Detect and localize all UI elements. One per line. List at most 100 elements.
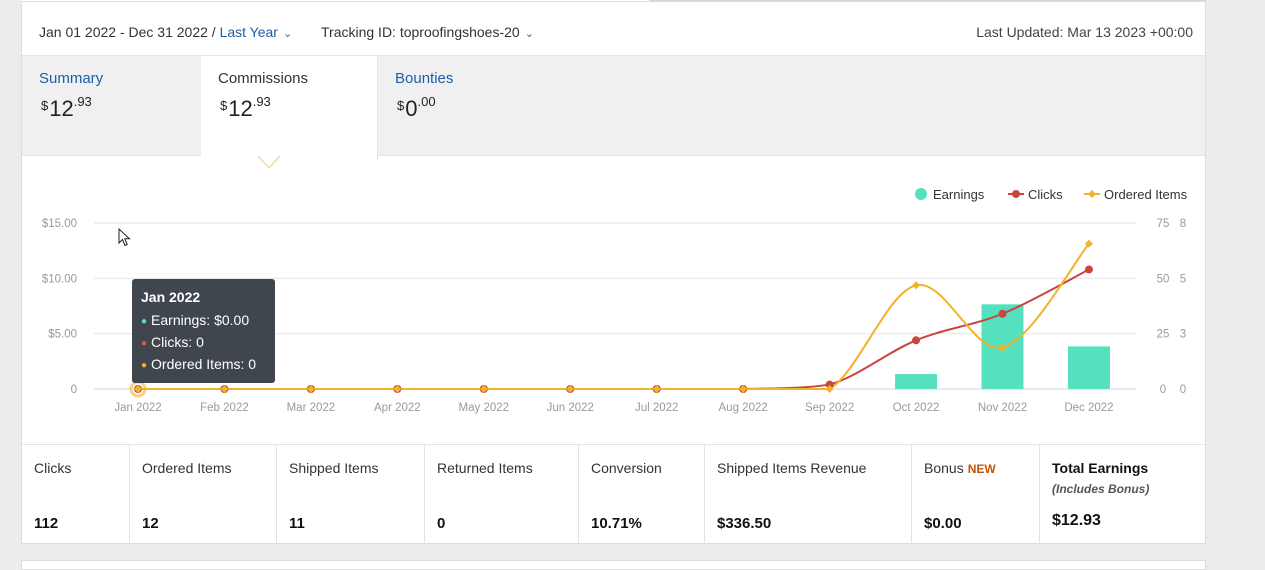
tab-commissions[interactable]: Commissions $12.93 [201,56,378,160]
tab-summary-label[interactable]: Summary [39,70,104,87]
stat-shipped-revenue: Shipped Items Revenue $336.50 [705,445,912,545]
stat-label: Total Earnings (Includes Bonus) [1052,460,1150,496]
stat-label: Clicks [34,460,72,476]
stat-sublabel: (Includes Bonus) [1052,482,1150,496]
tab-summary-amount: $12.93 [41,94,92,121]
y-right1-tick-label: 0 [1160,384,1166,396]
x-tick-label: Apr 2022 [374,402,421,414]
ordered-items-point [825,385,834,393]
stat-conversion: Conversion 10.71% [579,445,705,545]
tab-commissions-amount: $12.93 [220,94,271,121]
ordered-items-point [220,385,229,393]
stat-label: Shipped Items [289,460,379,476]
x-tick-label: Nov 2022 [978,402,1027,414]
stats-row: Clicks 112 Ordered Items 12 Shipped Item… [22,444,1205,545]
clicks-point [912,336,921,345]
stat-clicks: Clicks 112 [22,445,130,545]
date-preset-link[interactable]: Last Year [219,24,278,40]
ordered-items-point [1084,239,1093,248]
stat-label: Bonus NEW [924,460,996,476]
x-tick-label: Aug 2022 [719,402,768,414]
legend-label: Ordered Items [1104,187,1188,202]
ordered-items-point [739,385,748,393]
mouse-cursor-icon [118,228,131,247]
stat-value: 10.71% [591,515,642,532]
tracking-id-selector[interactable]: Tracking ID: toproofingshoes-20 ⌄ [321,24,534,40]
tracking-id-label: Tracking ID: [321,24,396,40]
tab-bounties-amount: $0.00 [397,94,436,121]
header-edge-divider [649,0,1206,1]
x-tick-label: Feb 2022 [200,402,249,414]
tab-commissions-label[interactable]: Commissions [218,70,309,87]
clicks-point [1084,265,1093,274]
tooltip-ordered-items: ● Ordered Items: 0 [141,356,257,372]
ordered-items-point [998,343,1007,352]
y-left-tick-label: $5.00 [48,329,77,341]
x-tick-label: Jul 2022 [635,402,678,414]
x-tick-label: Dec 2022 [1064,402,1113,414]
stat-ordered-items: Ordered Items 12 [130,445,277,545]
y-right2-tick-label: 3 [1180,329,1186,341]
stat-label: Conversion [591,460,662,476]
legend-swatch [915,188,927,200]
y-left-tick-label: $15.00 [42,218,77,230]
chevron-down-icon[interactable]: ⌄ [282,28,293,40]
legend-item: Earnings [915,187,985,202]
next-section-card [21,560,1206,570]
legend-item: Clicks [1008,187,1063,202]
stat-total-earnings: Total Earnings (Includes Bonus) $12.93 [1040,445,1205,545]
stat-value: 112 [34,515,59,532]
stat-shipped-items: Shipped Items 11 [277,445,425,545]
summary-tabs: Summary $12.93 Commissions $12.93 Bounti… [22,55,1205,160]
stat-value: $12.93 [1052,512,1101,529]
clicks-series-line [138,268,1090,391]
ordered-items-point [912,281,921,290]
tab-summary[interactable]: Summary $12.93 [22,56,201,155]
stat-label: Shipped Items Revenue [717,460,867,476]
stat-value: 0 [437,515,446,532]
earnings-bar [895,374,938,389]
x-tick-label: Oct 2022 [893,402,940,414]
tooltip-title: Jan 2022 [141,289,201,305]
x-tick-label: Jun 2022 [547,402,594,414]
ordered-items-point [306,385,315,393]
stat-bonus: Bonus NEW $0.00 [912,445,1040,545]
ordered-items-point [393,385,402,393]
x-tick-label: May 2022 [459,402,510,414]
stat-returned-items: Returned Items 0 [425,445,579,545]
date-range-selector[interactable]: Jan 01 2022 - Dec 31 2022 / Last Year ⌄ [39,24,292,40]
filter-row: Jan 01 2022 - Dec 31 2022 / Last Year ⌄ T… [22,2,1205,56]
chart-tooltip: Jan 2022 ● Earnings: $0.00 ● Clicks: 0 ● Or… [132,279,275,383]
y-right2-tick-label: 5 [1180,273,1186,285]
ordered-items-point [134,385,142,393]
x-tick-label: Jan 2022 [114,402,161,414]
active-tab-pointer-fill [259,156,279,167]
last-updated-text: Last Updated: Mar 13 2023 +00:00 [976,24,1193,40]
y-right1-tick-label: 50 [1157,273,1170,285]
tooltip-earnings: ● Earnings: $0.00 [141,312,250,328]
earnings-report-card: Jan 01 2022 - Dec 31 2022 / Last Year ⌄ T… [21,1,1206,545]
tab-bounties[interactable]: Bounties $0.00 [378,56,558,155]
y-left-tick-label: 0 [71,384,77,396]
x-tick-label: Mar 2022 [287,402,336,414]
y-right1-tick-label: 75 [1157,218,1170,230]
stat-value: $336.50 [717,515,772,532]
y-right2-tick-label: 0 [1180,384,1186,396]
tracking-id-value[interactable]: toproofingshoes-20 [399,24,520,40]
date-range-text: Jan 01 2022 - Dec 31 2022 / [39,24,216,40]
tab-bounties-label[interactable]: Bounties [395,70,454,87]
tooltip-clicks: ● Clicks: 0 [141,334,204,350]
clicks-point [825,380,834,389]
y-left-tick-label: $10.00 [42,273,77,285]
legend-swatch [1012,190,1020,198]
legend-label: Earnings [933,187,985,202]
stat-value: $0.00 [924,515,962,532]
ordered-items-point [652,385,661,393]
stat-value: 11 [289,515,305,532]
y-right2-tick-label: 8 [1180,218,1186,230]
y-right1-tick-label: 25 [1157,329,1170,341]
chevron-down-icon[interactable]: ⌄ [524,28,534,40]
ordered-items-point [479,385,488,393]
stat-value: 12 [142,515,159,532]
stat-label: Ordered Items [142,460,232,476]
